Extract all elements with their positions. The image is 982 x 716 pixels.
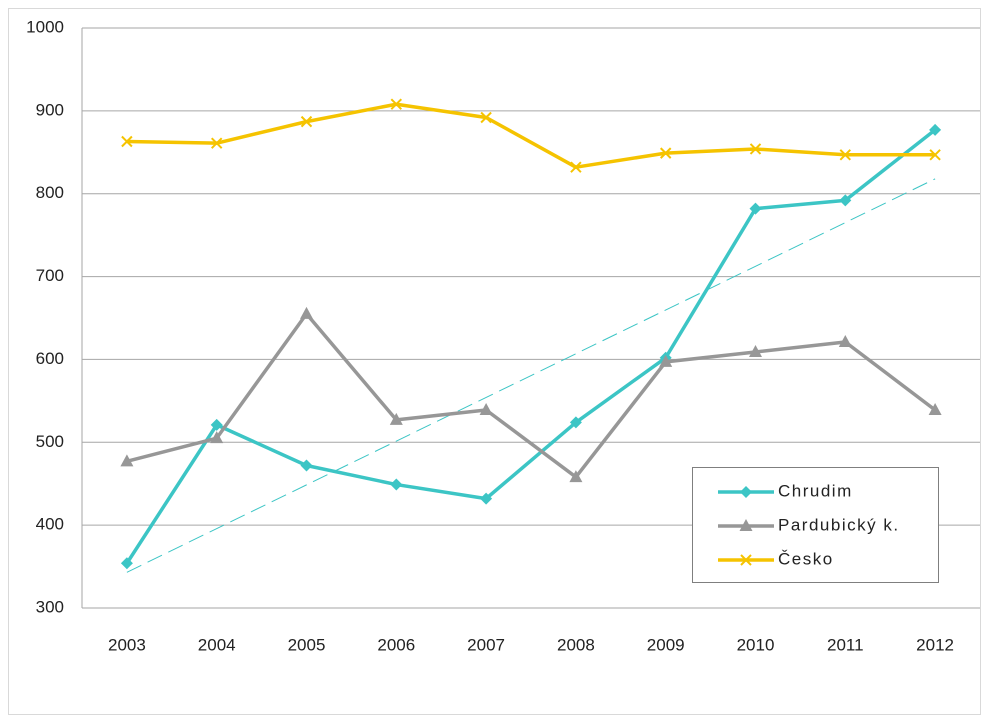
chart-border — [8, 8, 981, 715]
y-tick-label: 900 — [36, 100, 64, 119]
marker — [390, 98, 403, 110]
marker — [929, 149, 941, 161]
marker — [120, 557, 133, 570]
marker — [569, 416, 582, 429]
marker — [749, 344, 762, 357]
x-tick-label: 2012 — [916, 635, 954, 654]
legend-label: Chrudim — [778, 481, 853, 500]
marker — [740, 486, 752, 498]
marker — [210, 137, 223, 149]
marker — [121, 135, 133, 148]
y-tick-label: 600 — [36, 349, 64, 368]
y-tick-label: 700 — [36, 266, 64, 285]
marker — [749, 202, 762, 215]
x-tick-label: 2005 — [288, 635, 326, 654]
marker — [839, 149, 852, 161]
x-tick-label: 2010 — [737, 635, 775, 654]
series-line — [126, 312, 937, 479]
marker — [480, 492, 493, 505]
series-line — [126, 102, 936, 169]
x-tick-label: 2003 — [108, 635, 146, 654]
x-tick-label: 2011 — [827, 635, 864, 654]
y-tick-label: 1000 — [26, 17, 64, 36]
x-tick-label: 2009 — [647, 635, 685, 654]
marker — [210, 418, 223, 431]
marker — [570, 161, 582, 173]
marker — [390, 478, 403, 491]
marker — [210, 431, 224, 444]
marker — [739, 519, 753, 531]
marker — [300, 115, 313, 128]
marker — [300, 459, 313, 472]
y-tick-label: 500 — [36, 432, 64, 451]
legend-label: Pardubický k. — [778, 515, 900, 534]
marker — [659, 354, 673, 367]
x-tick-label: 2004 — [198, 635, 236, 654]
marker — [569, 470, 583, 483]
marker — [838, 335, 852, 348]
marker — [928, 402, 942, 415]
marker — [300, 306, 313, 319]
x-tick-label: 2006 — [377, 635, 415, 654]
legend: Chrudim Pardubický k. Česko — [692, 467, 939, 583]
marker — [749, 143, 762, 155]
marker — [839, 194, 852, 207]
y-tick-label: 300 — [36, 597, 64, 616]
marker — [659, 147, 672, 159]
marker — [929, 123, 942, 136]
marker — [740, 554, 752, 566]
x-tick-label: 2007 — [467, 635, 505, 654]
marker — [120, 454, 134, 467]
marker — [389, 412, 403, 425]
y-tick-label: 800 — [36, 183, 64, 202]
marker — [479, 402, 493, 415]
series-line — [125, 128, 937, 565]
x-tick-label: 2008 — [557, 635, 595, 654]
marker — [480, 111, 492, 124]
legend-label: Česko — [778, 549, 834, 568]
trendline — [126, 178, 936, 573]
y-tick-label: 400 — [36, 515, 64, 534]
